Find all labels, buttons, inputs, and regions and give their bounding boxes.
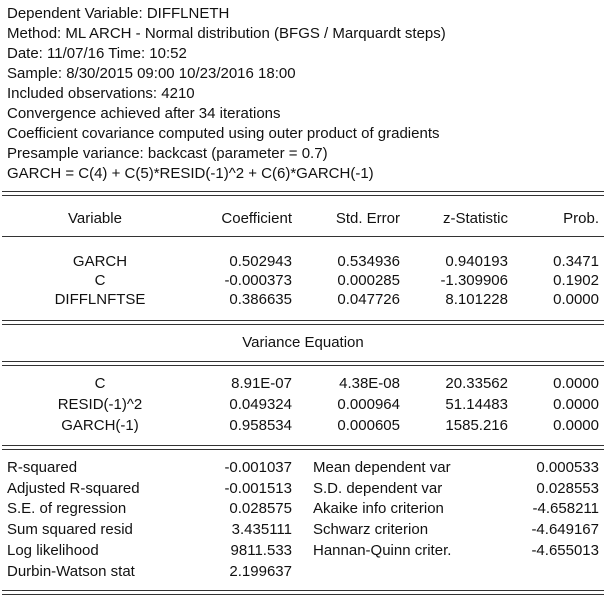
stat-value: -0.001037 <box>224 459 292 476</box>
stat-label: Durbin-Watson stat <box>7 563 135 580</box>
stat-value: -0.001513 <box>224 480 292 497</box>
variable-name: C <box>94 272 106 289</box>
col-header-z-statistic: z-Statistic <box>442 210 508 227</box>
column-header-divider <box>2 236 604 237</box>
col-header-prob: Prob. <box>563 210 599 227</box>
stat-label: R-squared <box>7 459 78 476</box>
coefficient-value: 0.502943 <box>229 253 292 270</box>
z-statistic-value: 51.14483 <box>445 396 508 413</box>
footer-divider-top <box>2 590 604 591</box>
col-header-std-error: Std. Error <box>335 210 400 227</box>
stat-value: 3.435111 <box>231 521 292 538</box>
stat-label: S.D. dependent var <box>313 480 443 497</box>
footer-divider-bottom <box>2 594 604 595</box>
presample-variance-line: Presample variance: backcast (parameter … <box>7 145 328 162</box>
stat-value: -4.655013 <box>531 542 599 559</box>
coefficient-value: 0.049324 <box>229 396 292 413</box>
mean-section-divider-bottom <box>2 324 604 325</box>
variance-section-divider-bottom <box>2 449 604 450</box>
stat-label: S.E. of regression <box>7 500 127 517</box>
prob-value: 0.0000 <box>553 396 599 413</box>
coefficient-value: 0.958534 <box>229 417 292 434</box>
variance-equation-title: Variance Equation <box>242 334 364 351</box>
variable-name: GARCH(-1) <box>61 417 139 434</box>
coefficient-value: 0.386635 <box>229 291 292 308</box>
mean-section-divider-top <box>2 320 604 321</box>
variable-name: GARCH <box>72 253 128 270</box>
prob-value: 0.3471 <box>553 253 599 270</box>
prob-value: 0.0000 <box>553 375 599 392</box>
observations-line: Included observations: 4210 <box>7 85 195 102</box>
stat-label: Schwarz criterion <box>313 521 429 538</box>
prob-value: 0.0000 <box>553 291 599 308</box>
col-header-coefficient: Coefficient <box>221 210 292 227</box>
variance-section-divider-top <box>2 445 604 446</box>
prob-value: 0.0000 <box>553 417 599 434</box>
method-line: Method: ML ARCH - Normal distribution (B… <box>7 25 446 42</box>
stat-value: 0.028575 <box>229 500 292 517</box>
stat-label: Adjusted R-squared <box>7 480 140 497</box>
col-header-variable: Variable <box>68 210 122 227</box>
header-divider-bottom <box>2 195 604 196</box>
stat-label: Sum squared resid <box>7 521 133 538</box>
z-statistic-value: 1585.216 <box>445 417 508 434</box>
stat-value: -4.658211 <box>532 500 599 517</box>
z-statistic-value: 0.940193 <box>445 253 508 270</box>
date-time-line: Date: 11/07/16 Time: 10:52 <box>7 45 187 62</box>
prob-value: 0.1902 <box>553 272 599 289</box>
stat-value: 0.028553 <box>536 480 599 497</box>
stat-value: 9811.533 <box>230 542 292 559</box>
stat-label: Akaike info criterion <box>313 500 444 517</box>
std-error-value: 4.38E-08 <box>339 375 400 392</box>
sample-line: Sample: 8/30/2015 09:00 10/23/2016 18:00 <box>7 65 296 82</box>
z-statistic-value: -1.309906 <box>440 272 508 289</box>
coefficient-value: -0.000373 <box>224 272 292 289</box>
convergence-line: Convergence achieved after 34 iterations <box>7 105 281 122</box>
std-error-value: 0.000964 <box>337 396 400 413</box>
coefficient-value: 8.91E-07 <box>231 375 292 392</box>
std-error-value: 0.000285 <box>337 272 400 289</box>
variance-title-divider-top <box>2 361 604 362</box>
std-error-value: 0.000605 <box>337 417 400 434</box>
covariance-line: Coefficient covariance computed using ou… <box>7 125 440 142</box>
stat-value: 0.000533 <box>536 459 599 476</box>
stat-value: 2.199637 <box>229 563 292 580</box>
stat-label: Hannan-Quinn criter. <box>313 542 452 559</box>
variable-name: RESID(-1)^2 <box>57 396 143 413</box>
variable-name: C <box>94 375 106 392</box>
garch-equation-line: GARCH = C(4) + C(5)*RESID(-1)^2 + C(6)*G… <box>7 165 374 182</box>
std-error-value: 0.534936 <box>337 253 400 270</box>
z-statistic-value: 20.33562 <box>445 375 508 392</box>
z-statistic-value: 8.101228 <box>445 291 508 308</box>
stat-value: -4.649167 <box>531 521 599 538</box>
dependent-variable-line: Dependent Variable: DIFFLNETH <box>7 5 230 22</box>
stat-label: Log likelihood <box>7 542 99 559</box>
header-divider-top <box>2 191 604 192</box>
std-error-value: 0.047726 <box>337 291 400 308</box>
stat-label: Mean dependent var <box>313 459 451 476</box>
variance-title-divider-bottom <box>2 365 604 366</box>
variable-name: DIFFLNFTSE <box>54 291 146 308</box>
